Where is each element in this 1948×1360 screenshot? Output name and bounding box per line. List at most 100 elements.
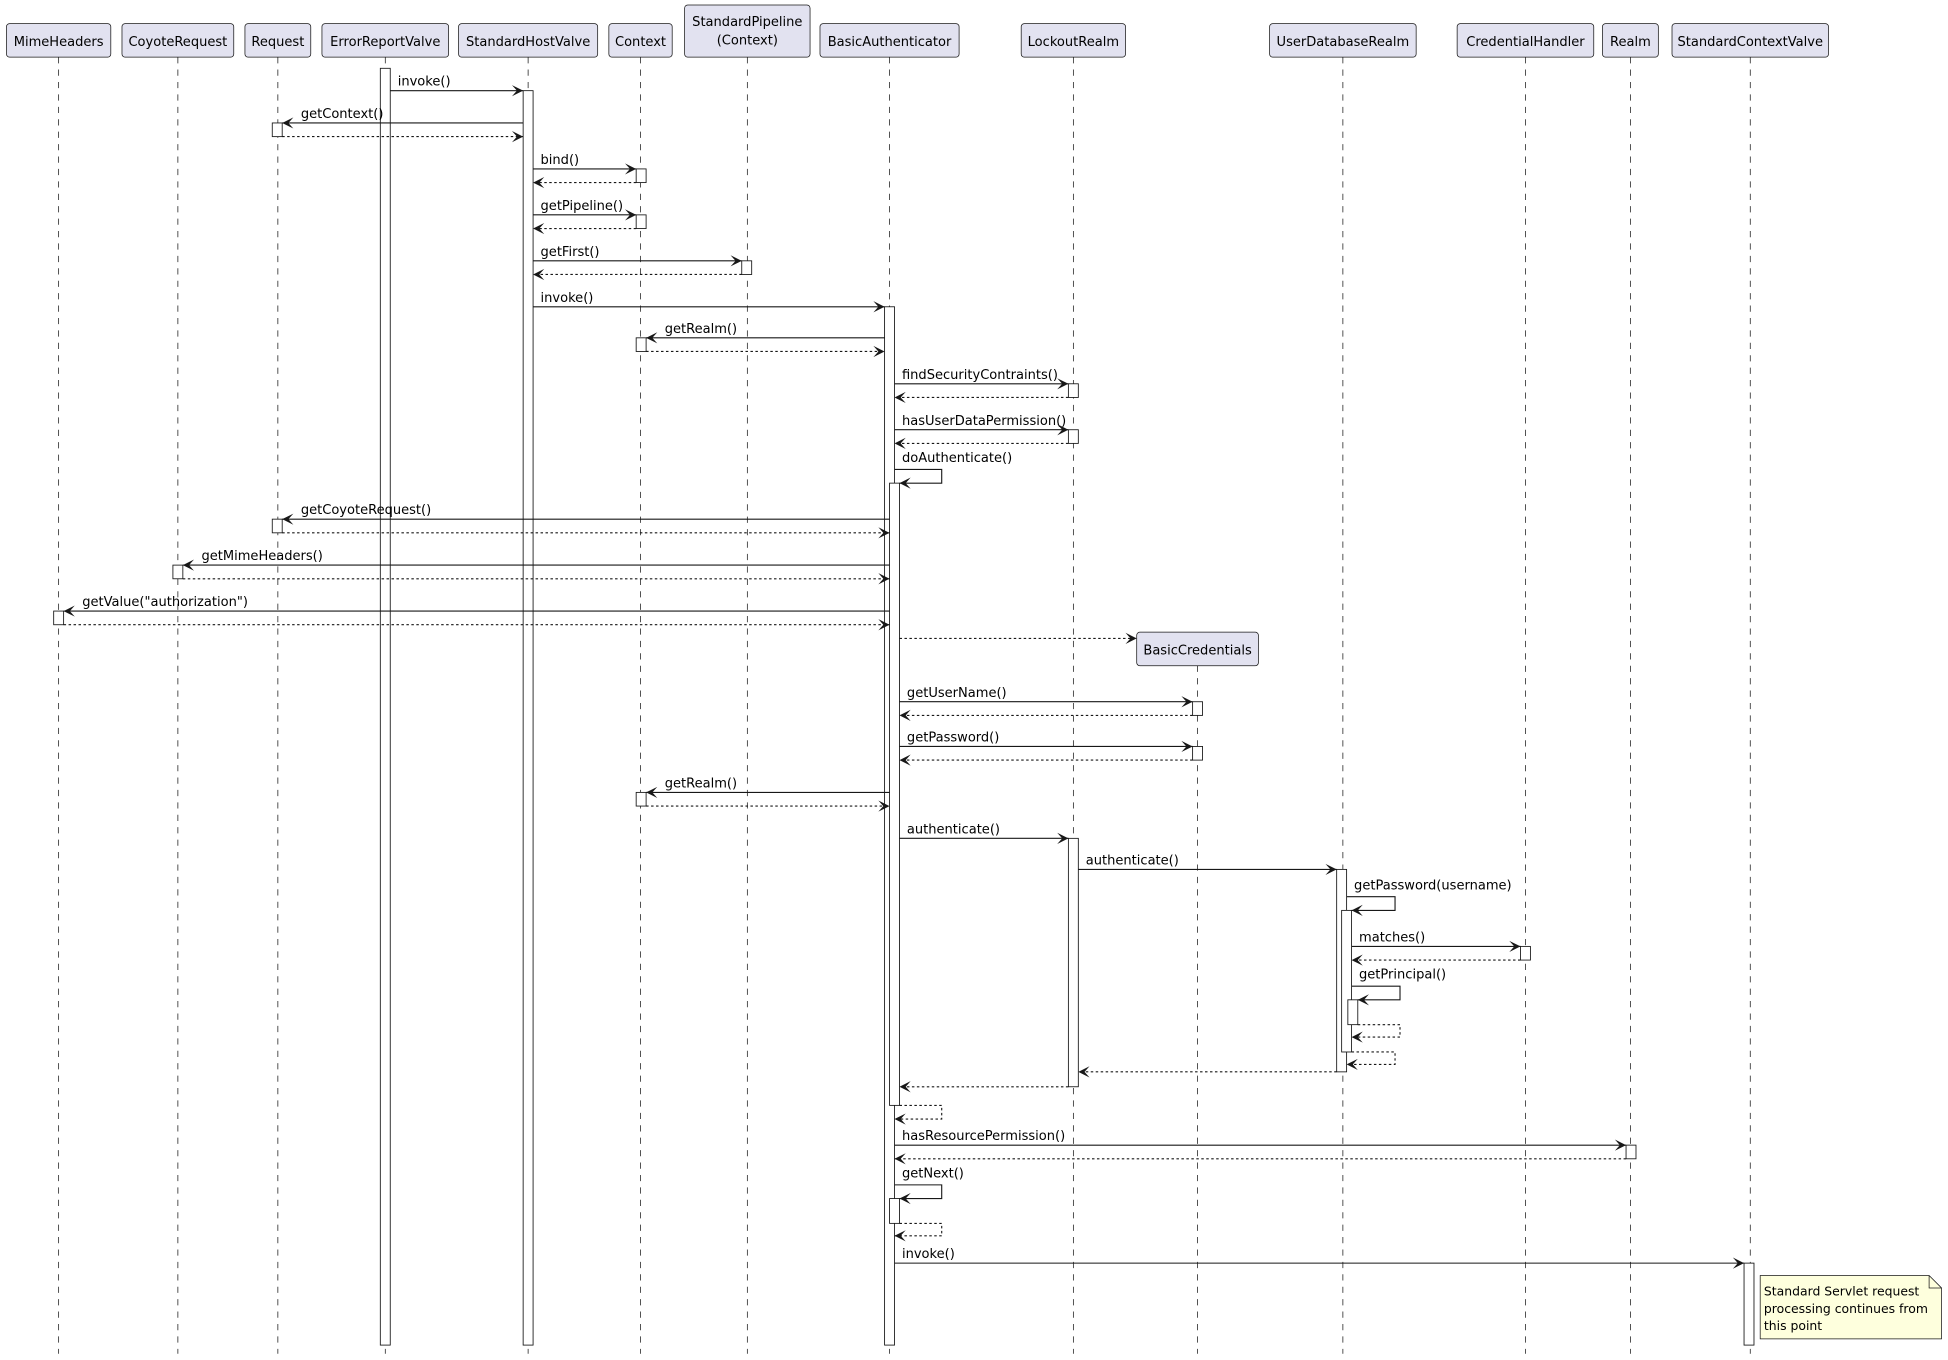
participant-label: UserDatabaseRealm (1277, 35, 1410, 50)
activation-bar (1192, 701, 1203, 716)
self-message-arrow (1351, 1024, 1401, 1038)
activation-bar (1341, 909, 1353, 1053)
activation-bar (1067, 383, 1079, 398)
note: Standard Servlet request processing conti… (1759, 1275, 1942, 1340)
participant-label: Request (251, 35, 304, 50)
message-22: getValue("authorization") (63, 595, 890, 612)
message-label: getPassword() (907, 730, 999, 745)
message-32: authenticate() (1078, 853, 1337, 870)
arrowhead (899, 754, 911, 766)
arrowhead (1346, 1058, 1358, 1070)
activation-bar (172, 564, 184, 580)
message-42: hasResourcePermission() (894, 1129, 1627, 1146)
participant-request (244, 23, 312, 58)
message-label: getPipeline() (541, 199, 624, 214)
arrowhead (624, 163, 637, 175)
note-text: processing continues from (1764, 1301, 1928, 1316)
participant-label: (Context) (717, 34, 778, 49)
message-6: getPipeline() (533, 199, 637, 216)
arrowhead (878, 527, 890, 539)
activation-bar (53, 610, 65, 626)
arrowhead (899, 1192, 911, 1205)
arrowhead (878, 573, 890, 585)
message-label: getMimeHeaders() (201, 549, 322, 564)
participant-label: BasicCredentials (1143, 644, 1252, 659)
arrowhead (646, 332, 658, 344)
message-15: hasUserDataPermission() (894, 414, 1069, 431)
message-label: getNext() (902, 1166, 964, 1181)
message-33: getPassword(username) (1346, 878, 1512, 911)
arrowhead (533, 268, 545, 281)
arrowhead (1125, 632, 1137, 644)
message-label: getContext() (301, 107, 384, 122)
arrowhead (533, 176, 545, 189)
activation-bar (889, 1198, 900, 1224)
activation-bar (379, 67, 391, 1346)
arrowhead (1181, 740, 1193, 753)
arrowhead (1057, 832, 1069, 844)
activation-bar (1347, 999, 1359, 1026)
participant-label: ErrorReportValve (330, 35, 440, 50)
arrowhead (894, 437, 906, 449)
arrowhead (1057, 378, 1069, 390)
message-13: findSecurityContraints() (894, 368, 1069, 385)
self-message-arrow (894, 1222, 943, 1237)
participant-label: StandardContextValve (1677, 35, 1823, 50)
participant-label: BasicAuthenticator (828, 35, 952, 50)
arrowhead (1509, 940, 1521, 952)
message-label: getPrincipal() (1359, 968, 1446, 983)
arrowhead (894, 1113, 906, 1125)
activation-bar (741, 260, 753, 275)
message-41 (894, 1104, 943, 1120)
arrowhead (894, 391, 906, 404)
message-label: authenticate() (1086, 853, 1179, 868)
message-label: getPassword(username) (1354, 878, 1512, 893)
arrowhead (1351, 904, 1363, 916)
activation-bar (1067, 429, 1079, 444)
participant-ctxvalve (1671, 23, 1829, 58)
arrowhead (1357, 994, 1369, 1006)
activation-bar (1067, 837, 1079, 1088)
message-27: getPassword() (899, 730, 1193, 748)
arrowhead (1351, 954, 1363, 966)
message-label: getRealm() (665, 776, 737, 791)
participant-credhandler (1456, 23, 1595, 58)
message-label: invoke() (398, 75, 451, 90)
participant-label: Realm (1610, 35, 1651, 50)
arrowhead (511, 85, 524, 97)
message-29: getRealm() (646, 776, 890, 793)
arrowhead (1057, 424, 1069, 436)
note-text: this point (1764, 1318, 1822, 1333)
activation-bar (522, 90, 534, 1346)
message-38 (1346, 1051, 1396, 1065)
participant-pipeline (684, 4, 811, 58)
message-label: invoke() (541, 291, 594, 306)
message-2: getContext() (282, 107, 524, 124)
activation-bar (1625, 1144, 1637, 1160)
message-8: getFirst() (533, 245, 742, 262)
activation-bar (635, 214, 647, 229)
message-18: getCoyoteRequest() (282, 503, 890, 520)
activation-bar (1743, 1262, 1755, 1346)
activation-bar (889, 482, 900, 1106)
participant-label: StandardHostValve (466, 35, 590, 50)
message-label: findSecurityContraints() (902, 368, 1058, 383)
arrowhead (624, 209, 637, 221)
participant-label: StandardPipeline (692, 15, 802, 30)
participant-lockout (1020, 23, 1126, 58)
participant-label: CredentialHandler (1466, 35, 1585, 50)
participant-label: Context (615, 35, 666, 50)
participant-context (608, 23, 673, 58)
message-label: getCoyoteRequest() (301, 503, 431, 518)
arrowhead (1181, 696, 1193, 708)
participant-basicauth (819, 23, 960, 58)
self-message-arrow (894, 1184, 943, 1200)
message-10: invoke() (533, 291, 885, 308)
message-label: hasResourcePermission() (902, 1129, 1065, 1144)
participant-errorvalve (321, 23, 450, 58)
message-31: authenticate() (899, 822, 1069, 839)
message-44: getNext() (894, 1166, 964, 1200)
arrowhead (878, 800, 890, 812)
message-label: doAuthenticate() (902, 451, 1012, 466)
